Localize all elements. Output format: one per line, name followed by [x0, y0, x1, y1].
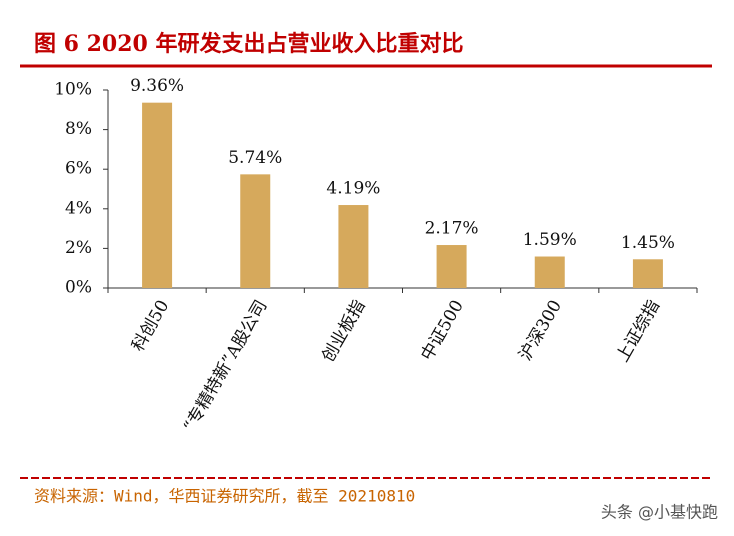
y-tick-label: 0% [65, 278, 92, 298]
watermark: 头条 @小基快跑 [601, 503, 718, 522]
y-tick-label: 2% [65, 238, 92, 258]
y-tick-label: 10% [54, 80, 92, 100]
value-label: 5.74% [228, 148, 282, 168]
bar [142, 102, 173, 288]
value-label: 1.59% [523, 230, 577, 250]
x-tick-label: 中证500 [417, 297, 468, 365]
y-tick-label: 6% [65, 159, 92, 179]
x-tick-label: 沪深300 [515, 297, 566, 365]
bar [534, 256, 565, 288]
x-tick-label: “专精特新”A股公司 [180, 297, 272, 436]
value-label: 1.45% [621, 233, 675, 253]
bar [240, 174, 271, 288]
x-tick-label: 创业板指 [318, 297, 369, 366]
value-label: 9.36% [130, 76, 184, 96]
y-tick-label: 4% [65, 198, 92, 218]
chart-title: 图 6 2020 年研发支出占营业收入比重对比 [34, 31, 464, 57]
source-note: 资料来源：Wind，华西证券研究所，截至 20210810 [34, 487, 415, 506]
x-tick-label: 科创50 [128, 297, 173, 355]
value-label: 4.19% [326, 179, 380, 199]
value-label: 2.17% [425, 219, 479, 239]
y-tick-label: 8% [65, 119, 92, 139]
x-tick-label: 上证综指 [613, 297, 664, 366]
bar [632, 259, 663, 288]
bar [436, 245, 467, 288]
bar [338, 205, 369, 288]
